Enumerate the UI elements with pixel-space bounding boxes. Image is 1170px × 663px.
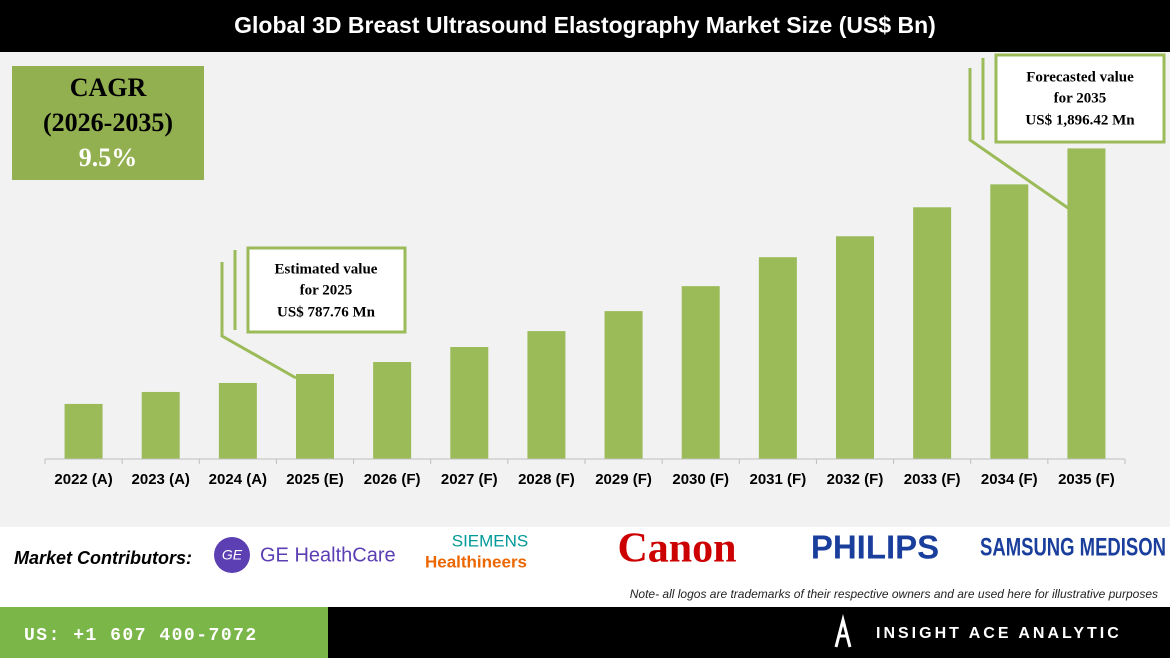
x-tick-label: 2022 (A): [54, 471, 112, 488]
bar: [527, 331, 566, 459]
x-tick-label: 2027 (F): [441, 471, 498, 488]
cagr-value: 9.5%: [79, 143, 138, 172]
annotation-text: Forecasted value: [1026, 69, 1134, 85]
x-tick-label: 2026 (F): [364, 471, 421, 488]
x-tick-label: 2033 (F): [904, 471, 961, 488]
annotation-box: [994, 53, 1166, 144]
cagr-period: (2026-2035): [43, 108, 173, 137]
bar: [758, 257, 797, 459]
title-bar: [0, 0, 1170, 52]
x-tick-label: 2030 (F): [672, 471, 729, 488]
annotation-box: [246, 246, 407, 334]
bar: [218, 382, 257, 459]
x-tick-label: 2028 (F): [518, 471, 575, 488]
cagr-box: [12, 66, 204, 180]
bar: [604, 311, 643, 459]
annotation-text: for 2035: [1054, 90, 1107, 106]
x-tick-label: 2031 (F): [750, 471, 807, 488]
x-tick-label: 2029 (F): [595, 471, 652, 488]
logo: Canon: [617, 526, 736, 572]
logo: GE HealthCare: [260, 544, 396, 566]
x-tick-label: 2035 (F): [1058, 471, 1115, 488]
logo: PHILIPS: [811, 529, 939, 566]
bar: [373, 361, 412, 459]
brand-band: [328, 607, 1170, 658]
x-tick-label: 2025 (E): [286, 471, 344, 488]
connector: [220, 262, 297, 380]
phone-band: [0, 607, 328, 658]
bar: [64, 403, 103, 459]
cagr-label: CAGR: [70, 73, 147, 102]
bar: [141, 391, 180, 459]
brand-icon: [834, 614, 852, 648]
bar: [990, 184, 1029, 459]
bar: [913, 207, 952, 459]
bar: [1067, 148, 1106, 459]
bar: [681, 286, 720, 459]
x-tick-label: 2034 (F): [981, 471, 1038, 488]
x-tick-label: 2032 (F): [827, 471, 884, 488]
bar: [296, 373, 334, 459]
logo: SIEMENS: [452, 531, 529, 550]
annotation-text: US$ 1,896.42 Mn: [1025, 112, 1135, 128]
x-tick-label: 2023 (A): [132, 471, 190, 488]
bar: [836, 236, 874, 459]
phone: US: +1 607 400-7072: [24, 626, 258, 646]
x-tick-label: 2024 (A): [209, 471, 267, 488]
annotation-text: Estimated value: [275, 261, 378, 277]
note: Note- all logos are trademarks of their …: [630, 587, 1158, 601]
contributors-label: Market Contributors:: [14, 548, 192, 568]
connector: [968, 68, 1069, 210]
logo: Healthineers: [425, 552, 527, 571]
ge-logo-letters: GE: [222, 547, 243, 563]
annotation-text: for 2025: [300, 282, 353, 298]
chart-title: Global 3D Breast Ultrasound Elastography…: [234, 12, 936, 38]
ge-logo-mark: [214, 537, 250, 573]
annotation-text: US$ 787.76 Mn: [277, 304, 376, 320]
bar: [450, 347, 489, 459]
brand: INSIGHT ACE ANALYTIC: [876, 625, 1122, 642]
contributors-band: [0, 527, 1170, 607]
logo: SAMSUNG MEDISON: [980, 534, 1166, 562]
